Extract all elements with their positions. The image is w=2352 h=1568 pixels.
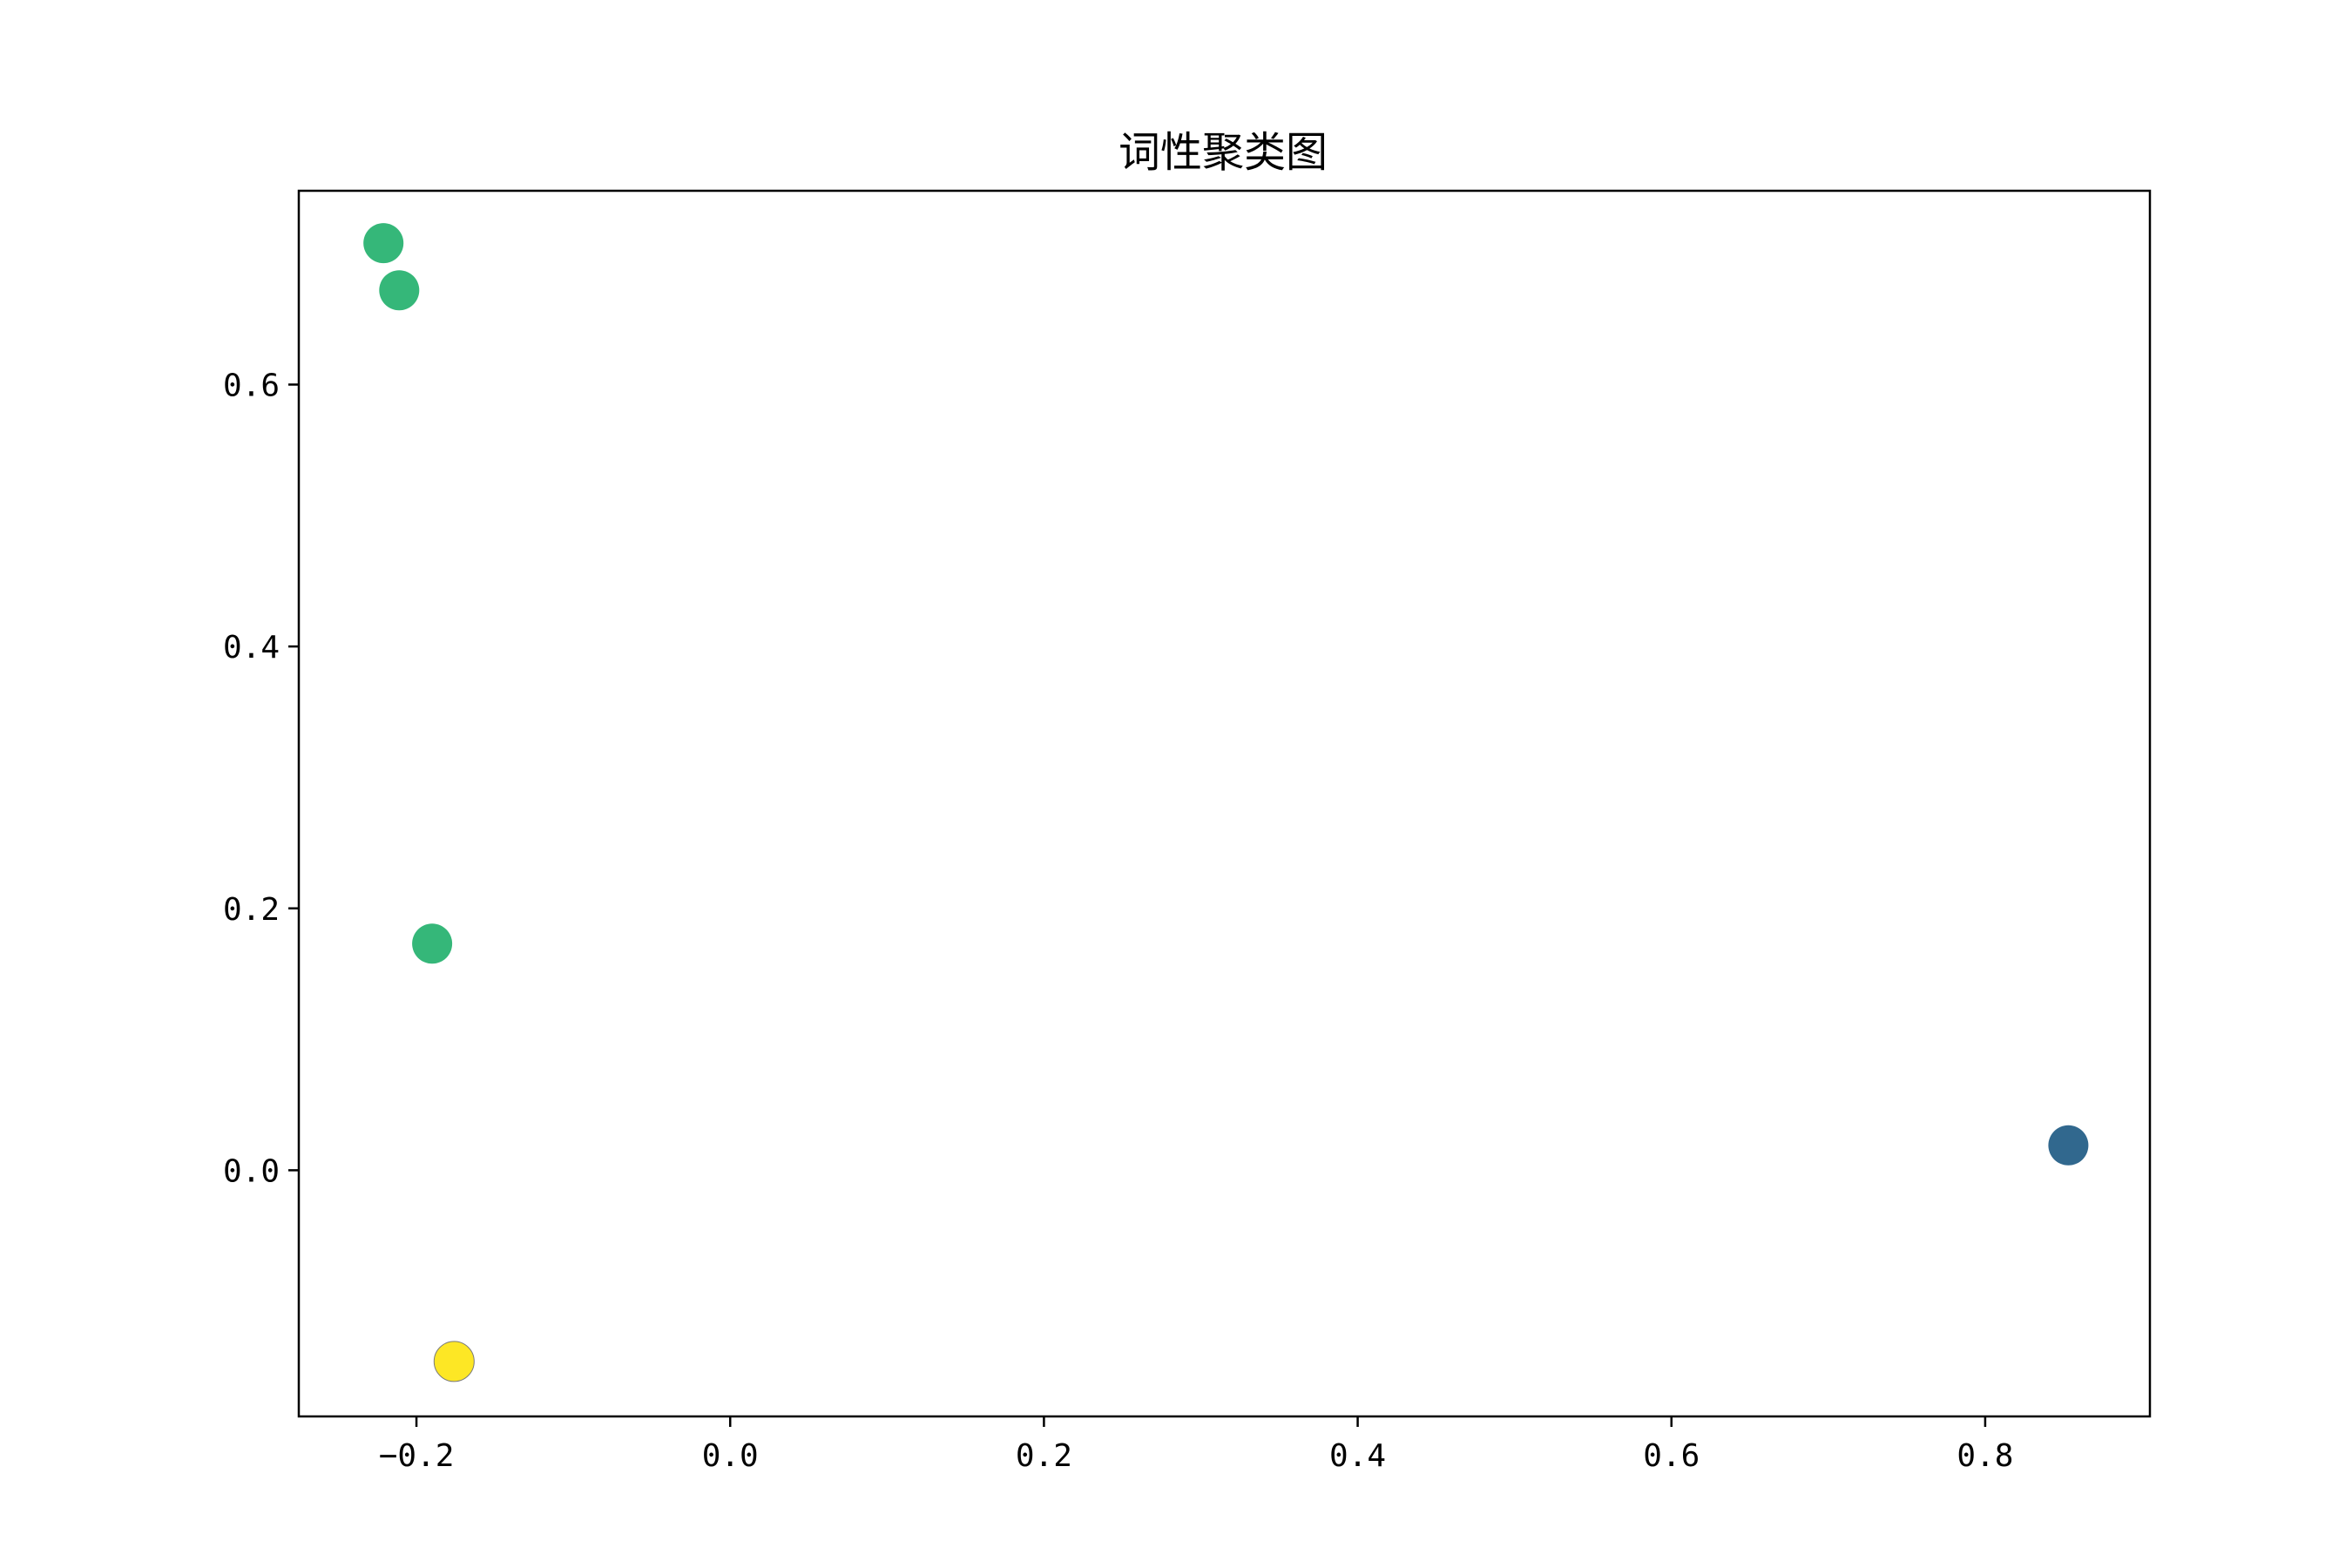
x-axis: −0.2 0.0 0.2 0.4 0.6 0.8	[379, 1416, 2013, 1474]
data-point-2	[379, 270, 420, 311]
x-tick-label: 0.4	[1329, 1438, 1386, 1474]
x-tick-label: 0.6	[1643, 1438, 1700, 1474]
x-tick-label: 0.2	[1016, 1438, 1072, 1474]
y-tick-label: 0.2	[223, 892, 280, 928]
chart-title: 词性聚类图	[1119, 128, 1328, 177]
data-point-3	[412, 923, 453, 964]
plot-area-frame	[297, 189, 2152, 1418]
data-point-4	[2048, 1125, 2089, 1166]
x-tick-label: 0.0	[702, 1438, 759, 1474]
y-tick-label: 0.6	[223, 368, 280, 403]
data-point-5	[433, 1341, 475, 1382]
y-tick-label: 0.0	[223, 1153, 280, 1189]
y-tick-label: 0.4	[223, 630, 280, 666]
x-tick-label: −0.2	[379, 1438, 455, 1474]
x-tick-label: 0.8	[1957, 1438, 2013, 1474]
data-point-1	[363, 223, 404, 264]
data-points	[363, 223, 2089, 1382]
y-axis: 0.0 0.2 0.4 0.6	[223, 368, 299, 1189]
